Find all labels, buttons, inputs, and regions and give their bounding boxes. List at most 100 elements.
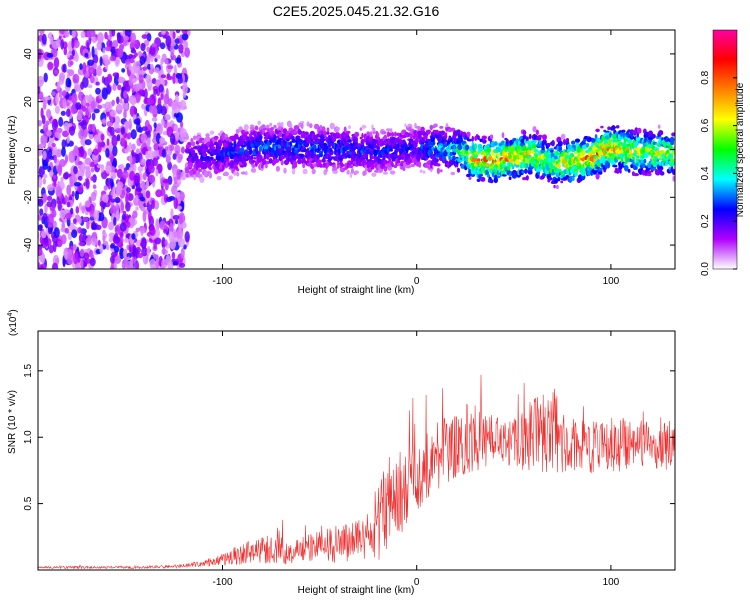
signal-blob xyxy=(233,171,237,176)
signal-blob xyxy=(254,125,259,131)
noise-blob xyxy=(184,40,189,48)
noise-blob xyxy=(167,98,173,107)
noise-blob xyxy=(148,150,155,160)
noise-blob xyxy=(129,154,133,164)
noise-blob xyxy=(44,96,52,101)
noise-blob xyxy=(137,50,142,57)
signal-blob xyxy=(209,167,212,171)
signal-blob xyxy=(554,155,558,160)
spectrogram-y-ticks: -40 -20 0 20 40 xyxy=(23,48,675,252)
noise-blob xyxy=(136,252,144,259)
signal-blob xyxy=(239,147,245,153)
signal-blob xyxy=(350,167,354,174)
noise-blob xyxy=(132,210,138,219)
signal-blob xyxy=(389,128,393,134)
signal-blob xyxy=(328,149,334,156)
noise-blob xyxy=(114,196,121,204)
noise-blob xyxy=(131,143,136,151)
signal-blob xyxy=(610,141,614,148)
noise-blob xyxy=(161,148,167,158)
noise-blob xyxy=(141,34,148,39)
noise-blob xyxy=(38,166,45,178)
spectrogram-x-tick-label: -100 xyxy=(212,276,232,287)
noise-blob xyxy=(53,57,60,69)
noise-blob xyxy=(174,144,181,155)
noise-blob xyxy=(117,84,122,91)
signal-blob xyxy=(372,172,376,177)
signal-blob xyxy=(291,168,296,175)
noise-blob xyxy=(111,30,116,37)
signal-blob xyxy=(633,173,639,177)
signal-blob xyxy=(468,176,472,180)
signal-blob xyxy=(515,159,520,166)
noise-blob xyxy=(149,226,156,236)
signal-blob xyxy=(477,135,480,141)
noise-blob xyxy=(107,126,113,133)
noise-blob xyxy=(64,195,69,202)
noise-blob xyxy=(92,184,97,189)
signal-blob xyxy=(508,176,512,180)
noise-blob xyxy=(151,78,157,85)
noise-blob xyxy=(80,81,85,90)
noise-blob xyxy=(38,198,44,207)
signal-blob xyxy=(510,145,516,149)
signal-blob xyxy=(336,127,340,131)
signal-blob xyxy=(393,153,398,158)
noise-blob xyxy=(109,109,117,117)
noise-blob xyxy=(45,108,52,118)
noise-blob xyxy=(85,237,92,246)
signal-blob xyxy=(672,170,675,175)
noise-blob xyxy=(169,223,174,233)
noise-blob xyxy=(62,130,69,138)
signal-blob xyxy=(657,124,661,129)
signal-blob xyxy=(555,152,560,155)
noise-blob xyxy=(85,167,91,178)
noise-blob xyxy=(59,30,66,35)
signal-blob xyxy=(589,147,592,151)
signal-blob xyxy=(244,158,249,162)
signal-blob xyxy=(185,173,190,178)
signal-blob xyxy=(669,158,675,162)
signal-blob xyxy=(647,170,652,174)
signal-blob xyxy=(643,128,647,135)
signal-blob xyxy=(376,132,380,137)
noise-blob xyxy=(99,243,104,254)
noise-blob xyxy=(175,130,180,142)
noise-blob xyxy=(100,133,105,141)
noise-blob xyxy=(151,117,158,122)
signal-blob xyxy=(329,148,333,152)
signal-blob xyxy=(280,159,284,166)
spectrogram-x-ticks: -100 0 100 xyxy=(212,30,620,287)
noise-blob xyxy=(158,84,164,93)
noise-blob xyxy=(81,105,87,112)
signal-blob xyxy=(430,169,433,172)
signal-blob xyxy=(624,165,629,172)
noise-blob xyxy=(181,30,188,35)
signal-blob xyxy=(419,169,423,173)
signal-blob xyxy=(404,153,410,156)
noise-blob xyxy=(71,30,76,39)
signal-blob xyxy=(476,158,481,162)
noise-blob xyxy=(110,191,114,196)
noise-blob xyxy=(179,99,187,111)
noise-blob xyxy=(87,148,93,156)
signal-blob xyxy=(339,164,345,167)
signal-blob xyxy=(443,142,448,148)
signal-blob xyxy=(433,123,438,128)
noise-blob xyxy=(165,153,171,164)
signal-blob xyxy=(619,153,625,159)
signal-blob xyxy=(487,173,491,178)
signal-blob xyxy=(580,141,586,146)
noise-blob xyxy=(180,121,184,129)
signal-blob xyxy=(563,176,566,180)
noise-blob xyxy=(170,208,174,219)
signal-blob xyxy=(574,172,578,177)
noise-blob xyxy=(51,91,56,96)
noise-blob xyxy=(72,244,77,251)
signal-blob xyxy=(248,148,253,155)
noise-blob xyxy=(53,155,57,164)
signal-blob xyxy=(485,143,492,149)
noise-blob xyxy=(177,153,184,161)
signal-blob xyxy=(435,158,439,163)
noise-blob xyxy=(167,260,174,269)
